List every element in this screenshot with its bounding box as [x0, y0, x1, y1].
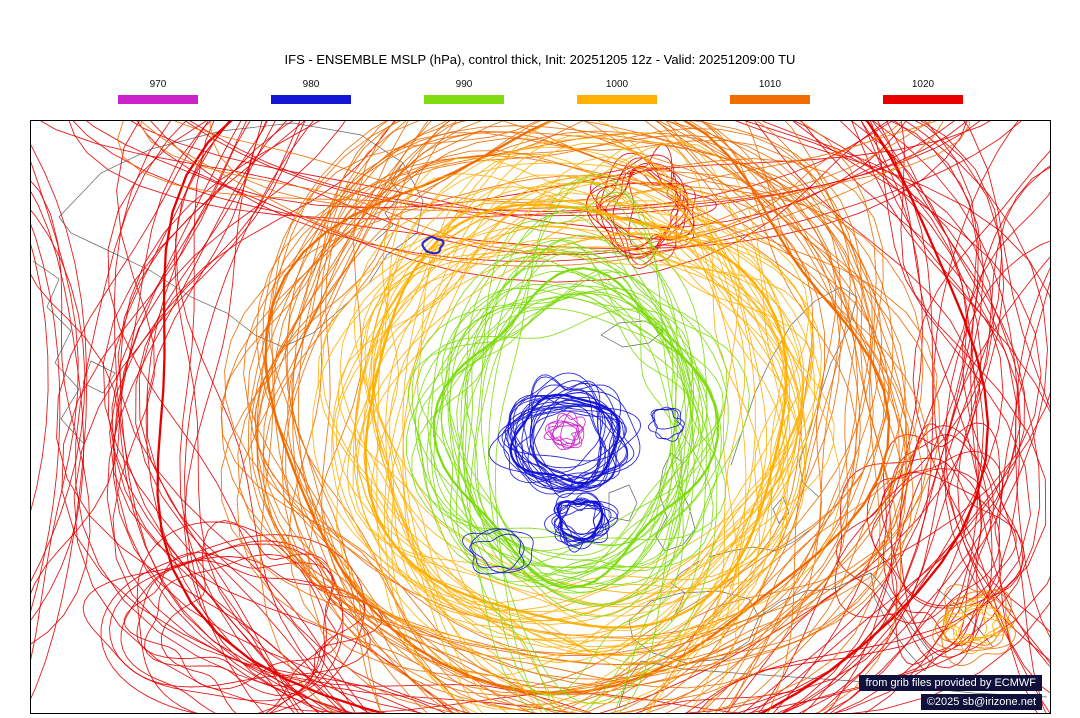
page-title: IFS - ENSEMBLE MSLP (hPa), control thick…	[284, 52, 796, 67]
legend-swatch	[118, 95, 198, 104]
legend-swatch	[883, 95, 963, 104]
attribution-copyright: ©2025 sb@irizone.net	[920, 694, 1042, 710]
legend-item: 970	[118, 79, 198, 104]
legend-swatch	[271, 95, 351, 104]
attribution: from grib files provided by ECMWF ©2025 …	[859, 675, 1042, 710]
legend-swatch	[730, 95, 810, 104]
legend-label: 1000	[605, 79, 629, 90]
legend-label: 1020	[911, 79, 935, 90]
legend-item: 1010	[730, 79, 810, 104]
legend-label: 1010	[758, 79, 782, 90]
legend-label: 980	[302, 79, 320, 90]
legend-item: 1020	[883, 79, 963, 104]
weather-map: from grib files provided by ECMWF ©2025 …	[30, 120, 1051, 714]
legend-label: 970	[149, 79, 167, 90]
legend-item: 1000	[577, 79, 657, 104]
attribution-ecmwf: from grib files provided by ECMWF	[859, 675, 1042, 691]
legend-swatch	[424, 95, 504, 104]
legend-label: 990	[455, 79, 473, 90]
legend-swatch	[577, 95, 657, 104]
legend-item: 980	[271, 79, 351, 104]
legend-item: 990	[424, 79, 504, 104]
spaghetti-plot	[31, 121, 1050, 713]
legend: 970 980 990 1000 1010 1020	[118, 79, 963, 104]
